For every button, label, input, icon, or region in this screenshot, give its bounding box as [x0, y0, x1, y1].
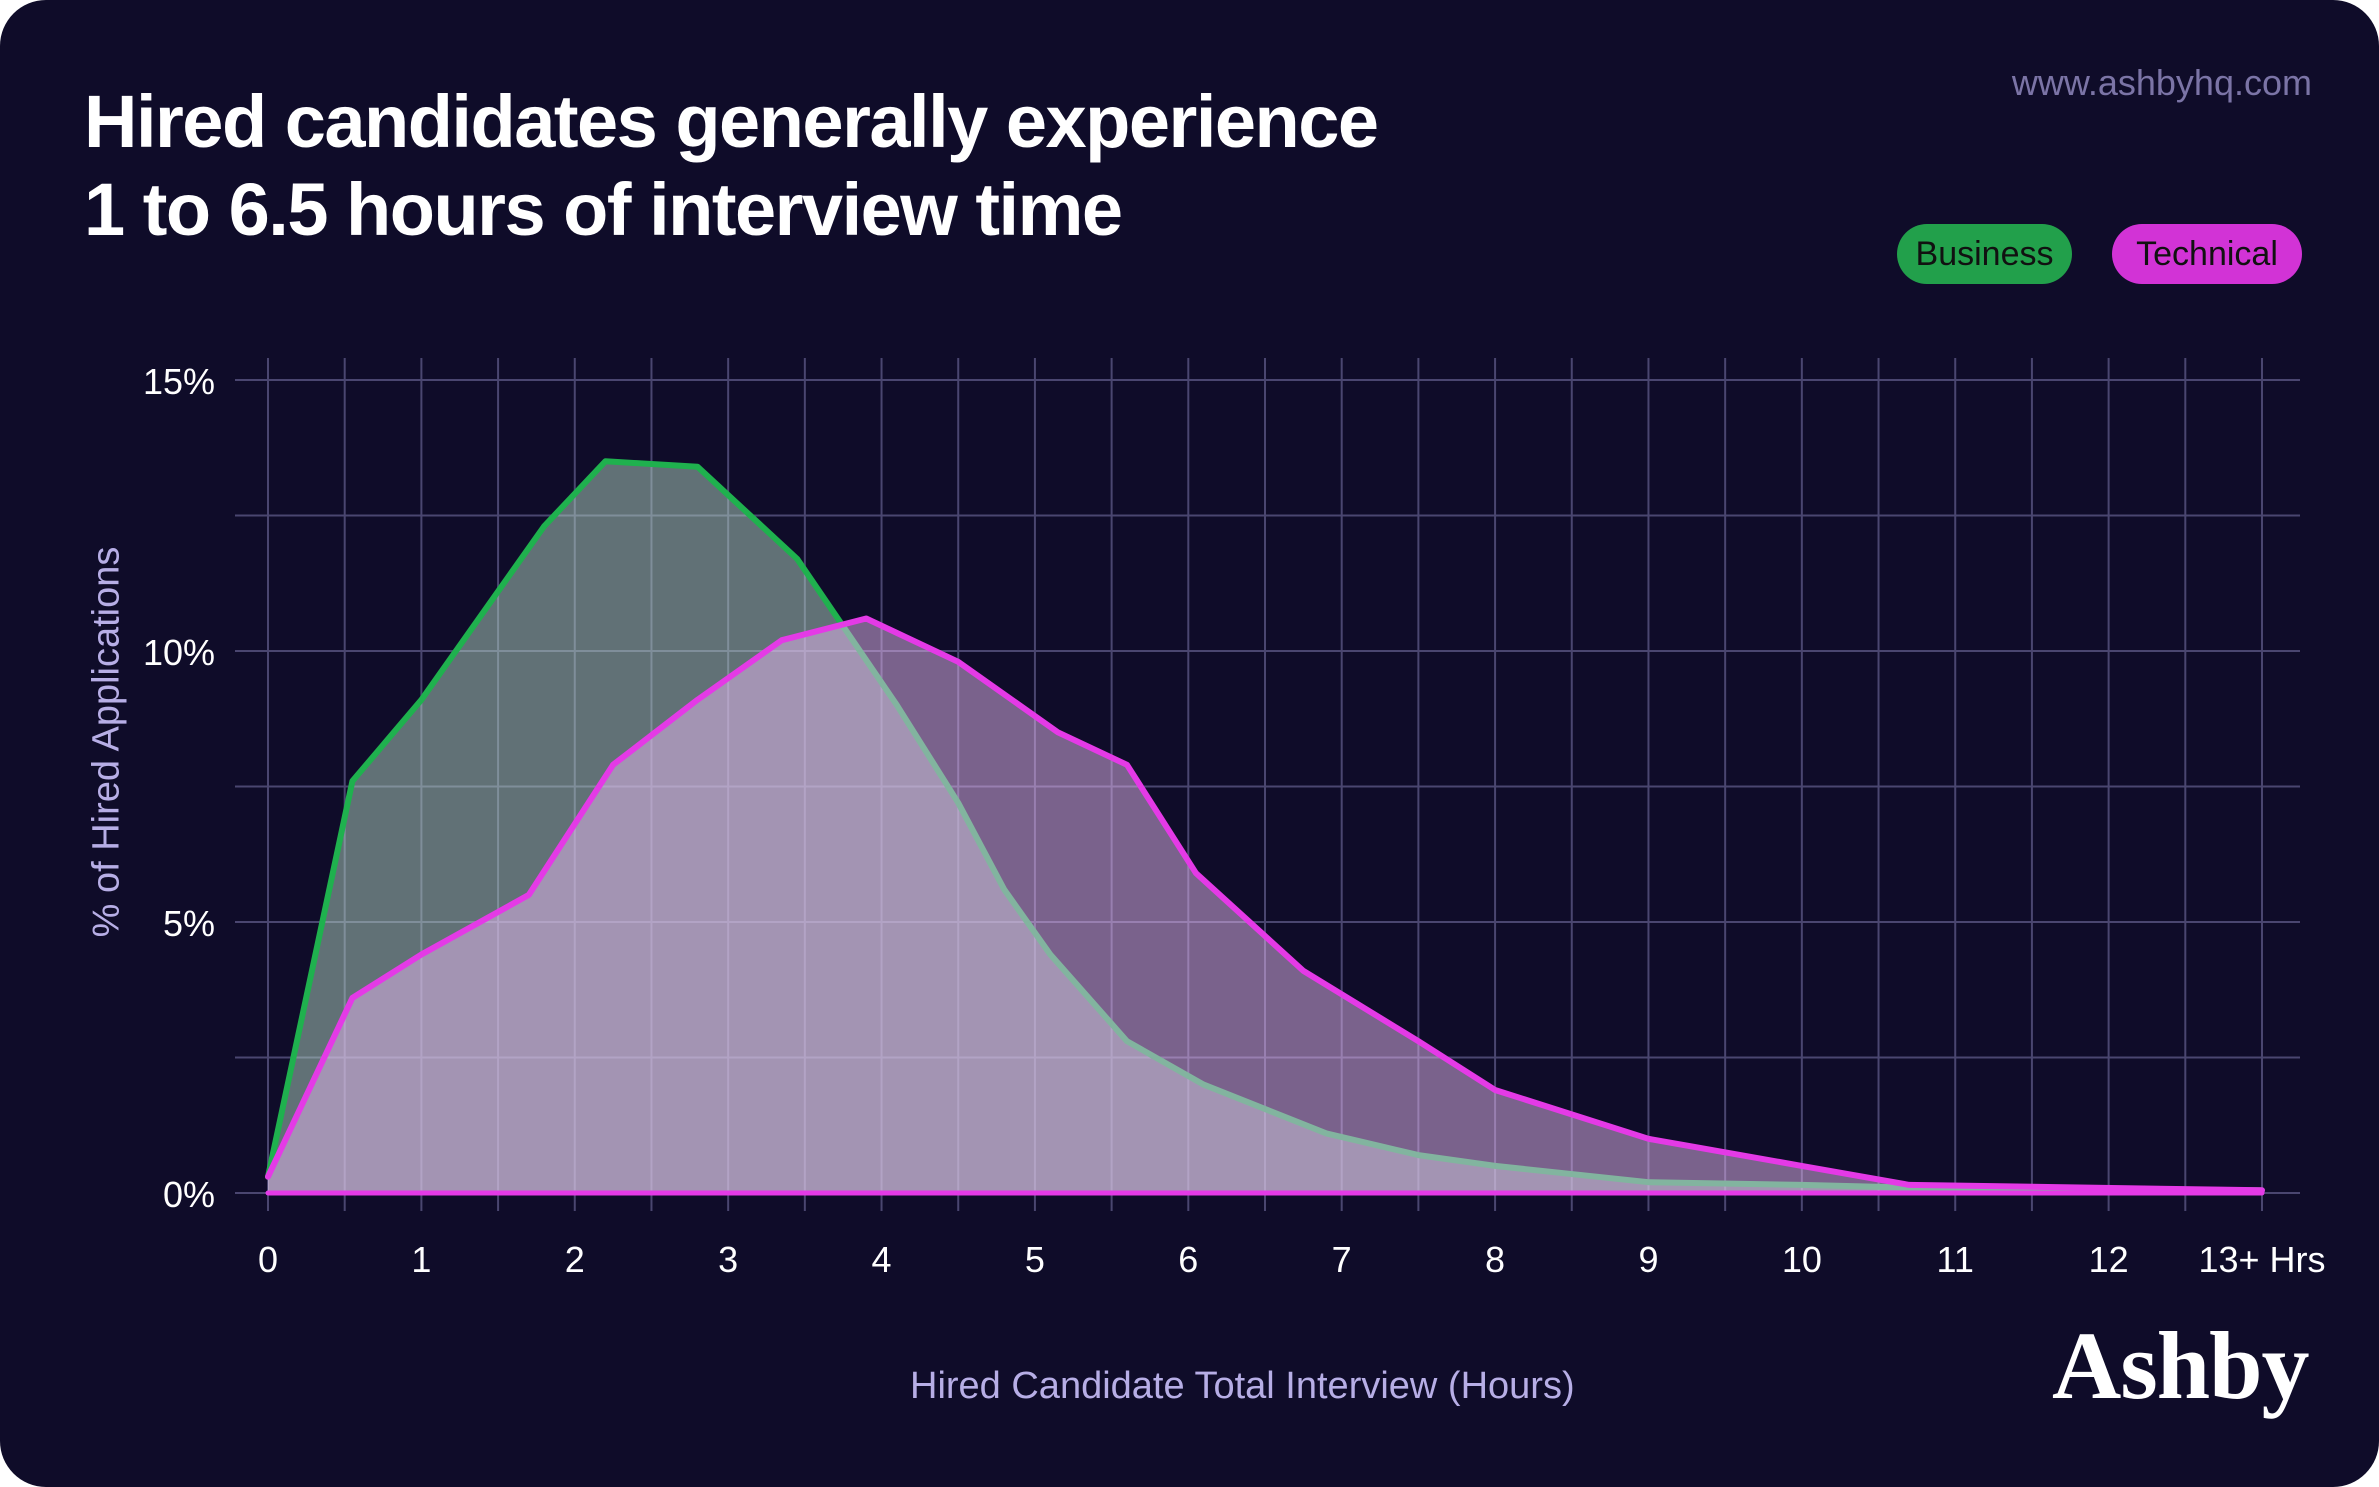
x-tick-label: 4 [872, 1239, 892, 1280]
y-tick-label: 10% [143, 632, 215, 673]
ashby-logo: Ashby [2052, 1312, 2309, 1419]
x-tick-label: 11 [1937, 1239, 1974, 1280]
legend-technical: Technical [2112, 224, 2302, 284]
x-tick-label: 12 [2089, 1239, 2129, 1280]
line-technical [265, 615, 2265, 1194]
x-tick-label: 13+ Hrs [2198, 1239, 2325, 1280]
x-tick-label: 1 [411, 1239, 431, 1280]
title-line-1: Hired candidates generally experience [84, 80, 1379, 163]
y-axis-label: % of Hired Applications [85, 546, 128, 938]
y-tick-label: 15% [143, 361, 215, 402]
x-tick-label: 8 [1485, 1239, 1505, 1280]
chart-title: Hired candidates generally experience 1 … [84, 78, 1379, 254]
website-url: www.ashbyhq.com [2011, 62, 2312, 103]
x-tick-label: 3 [718, 1239, 738, 1280]
legend-business: Business [1897, 224, 2072, 284]
x-tick-label: 7 [1332, 1239, 1352, 1280]
y-tick-label: 0% [163, 1174, 215, 1215]
x-tick-label: 10 [1782, 1239, 1822, 1280]
x-tick-label: 2 [565, 1239, 585, 1280]
x-tick-label: 0 [258, 1239, 278, 1280]
x-tick-label: 9 [1638, 1239, 1658, 1280]
y-tick-label: 5% [163, 903, 215, 944]
legend-business-label: Business [1915, 234, 2054, 273]
area-technical [268, 618, 2262, 1193]
title-line-2: 1 to 6.5 hours of interview time [84, 168, 1123, 251]
x-tick-label: 6 [1178, 1239, 1198, 1280]
x-axis-label: Hired Candidate Total Interview (Hours) [910, 1365, 1575, 1407]
x-tick-label: 5 [1025, 1239, 1045, 1280]
legend-technical-label: Technical [2136, 234, 2278, 273]
